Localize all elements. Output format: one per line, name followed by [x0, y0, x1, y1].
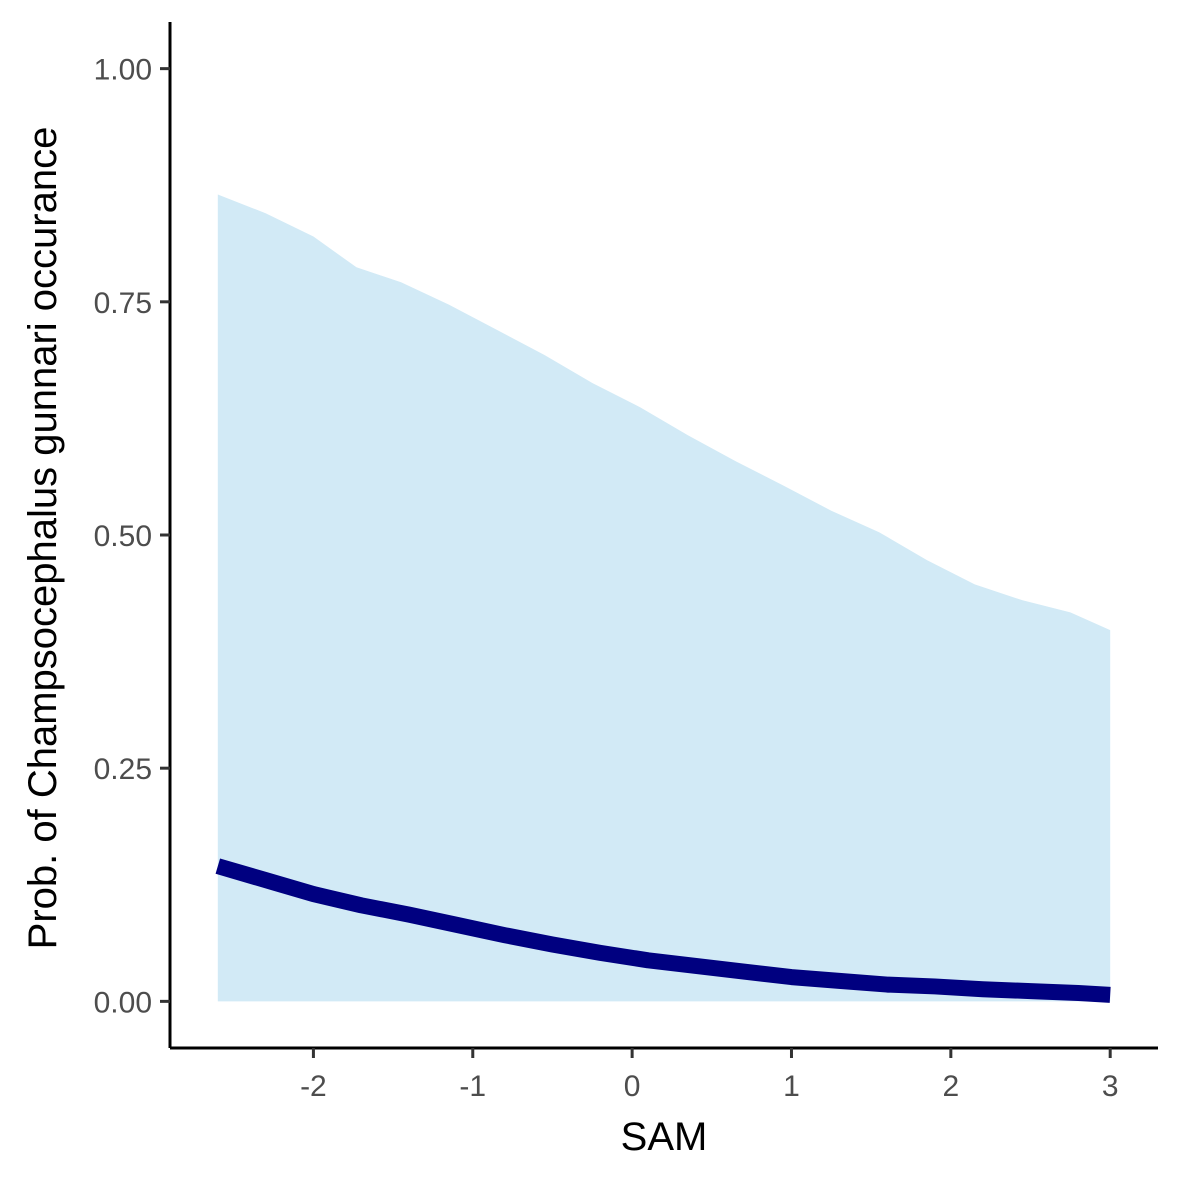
y-tick-label: 0.50 [94, 520, 152, 553]
x-tick-label: 3 [1102, 1070, 1119, 1103]
confidence-ribbon [217, 194, 1111, 1002]
x-tick-label: 0 [624, 1070, 641, 1103]
x-tick-label: -2 [300, 1070, 327, 1103]
plot-area [215, 194, 1111, 1003]
fitted-line [215, 858, 1111, 1003]
x-tick-label: 2 [942, 1070, 959, 1103]
ticks: -2 -1 0 1 2 3 0.00 0.25 0.50 0.75 1.00 [94, 54, 1119, 1103]
y-tick-label: 0.00 [94, 986, 152, 1019]
x-axis-title: SAM [621, 1115, 708, 1159]
x-tick-label: 1 [783, 1070, 800, 1103]
y-tick-label: 0.25 [94, 753, 152, 786]
y-tick-label: 0.75 [94, 287, 152, 320]
y-axis-title: Prob. of Champsocephalus gunnari occuran… [21, 127, 65, 950]
x-tick-label: -1 [459, 1070, 486, 1103]
y-tick-label: 1.00 [94, 54, 152, 87]
